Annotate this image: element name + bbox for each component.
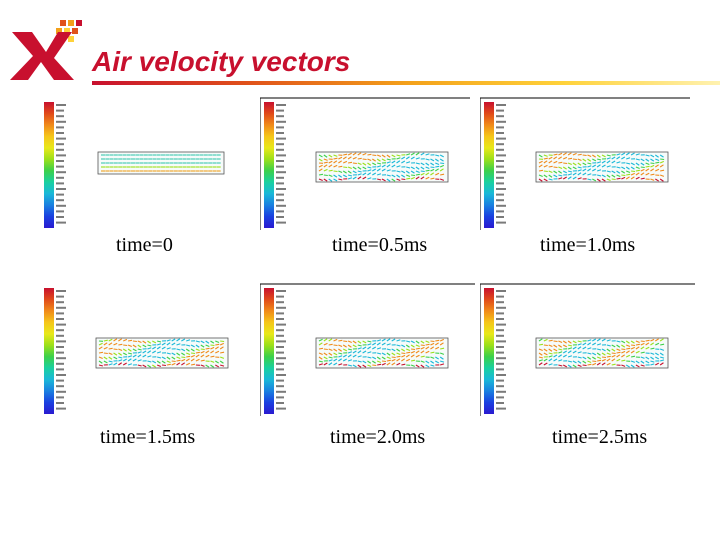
panel-caption-3: time=1.5ms [100, 426, 196, 448]
color-scale-bar [44, 102, 54, 228]
velocity-panel-0 [40, 96, 260, 266]
color-scale-bar [264, 288, 274, 414]
color-scale-bar [484, 288, 494, 414]
velocity-field [315, 337, 449, 369]
color-scale-bar [484, 102, 494, 228]
panel-caption-2: time=1.0ms [540, 234, 636, 256]
color-scale-bar [264, 102, 274, 228]
title-underline [92, 81, 720, 85]
panel-caption-5: time=2.5ms [552, 426, 648, 448]
velocity-field [95, 337, 229, 369]
slide-title: Air velocity vectors [92, 46, 351, 77]
color-scale-bar [44, 288, 54, 414]
velocity-panel-2 [480, 96, 700, 266]
velocity-field [535, 151, 669, 183]
velocity-panel-4 [260, 282, 480, 452]
velocity-panel-5 [480, 282, 700, 452]
panel-caption-0: time=0 [116, 234, 173, 256]
velocity-field [535, 337, 669, 369]
velocity-field [97, 151, 225, 175]
velocity-field [315, 151, 449, 183]
velocity-panel-1 [260, 96, 480, 266]
panel-caption-1: time=0.5ms [332, 234, 428, 256]
velocity-panel-3 [40, 282, 260, 452]
panel-caption-4: time=2.0ms [330, 426, 426, 448]
x-logo [8, 18, 88, 80]
